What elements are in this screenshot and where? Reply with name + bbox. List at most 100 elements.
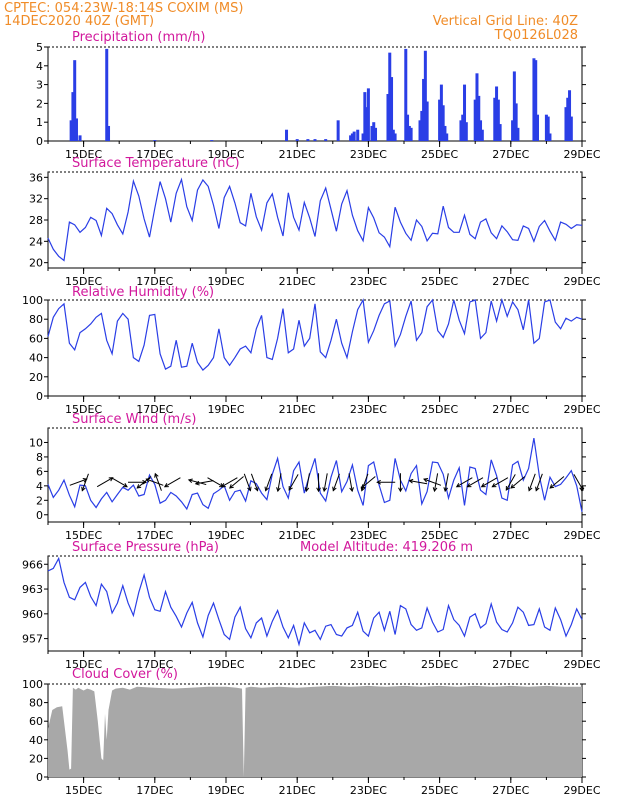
panel1-bar [363,92,367,141]
panel6-xtick-label: 25DEC [421,784,458,797]
wind-arrow-head [316,487,321,493]
panel2-ytick-label: 24 [29,235,43,248]
panel5-title: Surface Pressure (hPa) [72,540,219,555]
wind-arrow-shaft [164,477,181,488]
wind-arrow-shaft [573,474,584,491]
panel6-ytick-label: 0 [36,771,43,784]
panel3-xtick-label: 21DEC [279,403,316,416]
wind-arrow-head [276,487,281,493]
panel1-bar [418,120,422,141]
panel1-bar [568,90,572,141]
panel1-bar [406,114,410,141]
wind-arrow-head [136,484,142,489]
wind-arrow-head [154,472,159,478]
header-station: CPTEC: 054:23W-18:14S COXIM (MS) [4,1,244,16]
panel1-ytick-label: 0 [36,135,43,148]
panel5-xtick-label: 15DEC [65,658,102,671]
panel3-ytick-label: 60 [29,332,43,345]
panel2-xtick-label: 25DEC [421,275,458,288]
panel2-ytick-label: 20 [29,257,43,270]
panel4-ytick-label: 10 [29,436,43,449]
panel1-bar [285,129,289,141]
wind-arrow-head [122,483,128,488]
panel1-bar [366,88,370,141]
wind-arrow-shaft [456,477,473,488]
wind-arrow-head [142,479,148,485]
panel1-xtick-label: 23DEC [350,148,387,161]
wind-arrow-shaft [549,476,565,489]
panel1-xtick-label: 29DEC [563,148,600,161]
panel5-xtick-label: 19DEC [207,658,244,671]
wind-arrow-head [322,487,328,493]
wind-arrow-head [579,487,585,493]
panel4-xtick-label: 19DEC [207,529,244,542]
panel6-xtick-label: 15DEC [65,784,102,797]
wind-arrow-shaft [409,480,428,485]
wind-arrow-head [527,486,533,492]
panel1-bar [390,77,394,141]
panel1-bar [536,114,539,141]
panel3-ytick-label: 80 [29,313,43,326]
wind-arrow-head [145,478,151,483]
panel6-xtick-label: 19DEC [207,784,244,797]
wind-arrow-shaft [221,477,238,488]
panel1-ytick-label: 1 [36,116,43,129]
panel4-xtick-label: 25DEC [421,529,458,542]
wind-arrow-shaft [361,476,376,489]
panel1-bar [514,103,518,141]
panel1-bar [361,133,365,141]
panel1-bar [409,127,413,141]
wind-arrow-shaft [96,477,114,488]
wind-arrow-shaft [492,477,509,488]
panel4-ytick-label: 4 [36,480,43,493]
wind-arrow-shaft [81,473,89,491]
panel3-series-line [47,297,583,372]
panel1-bar [349,135,353,141]
panel1-bar [495,86,499,141]
panel2-xtick-label: 23DEC [350,275,387,288]
wind-arrow-head [505,486,510,491]
panel1-bar [443,125,447,141]
header-date: 14DEC2020 40Z (GMT) [4,14,155,29]
panel5-ytick-label: 957 [22,633,43,646]
panel1-bar [370,125,374,141]
panel6-title: Cloud Cover (%) [72,667,178,682]
panel2-ytick-label: 28 [29,214,43,227]
wind-arrow-head [332,486,337,492]
panel1-bar [365,107,369,141]
panel2-title: Surface Temperature (nC) [72,156,240,171]
panel1-bar [463,84,467,141]
panel1-bar [73,60,77,141]
panel4-ytick-label: 0 [36,509,43,522]
panel1-frame [47,46,583,142]
panel6-cloud-area [48,685,582,777]
panel1-bar [473,99,477,141]
panel1-bar [78,135,82,141]
wind-arrow-shaft [195,480,214,485]
panel1-bar [407,125,411,141]
panel1-xtick-label: 17DEC [136,148,173,161]
panel6-ytick-label: 80 [29,697,43,710]
wind-arrow-shaft [277,473,282,492]
wind-arrow-shaft [229,476,244,489]
panel4-xtick-label: 17DEC [136,529,173,542]
panel2-ytick-label: 32 [29,193,43,206]
panel1-bar [324,139,328,141]
panel1-bar [461,114,465,141]
wind-arrow-head [408,478,414,484]
panel1-bar [479,120,483,141]
wind-arrow-head [360,484,366,489]
panel1-bar [498,124,502,141]
panel1-xtick-label: 19DEC [207,148,244,161]
wind-arrow-head [510,484,516,489]
panel1-title: Precipitation (mm/h) [72,30,205,45]
panel5-xtick-label: 27DEC [492,658,529,671]
wind-arrow-head [549,484,555,489]
panel1-bar [313,139,317,141]
wind-arrow-head [220,483,226,488]
panel6-ytick-label: 40 [29,734,43,747]
panel2-xtick-label: 17DEC [136,275,173,288]
wind-arrow-head [432,487,438,493]
panel4-series-line [47,437,583,513]
